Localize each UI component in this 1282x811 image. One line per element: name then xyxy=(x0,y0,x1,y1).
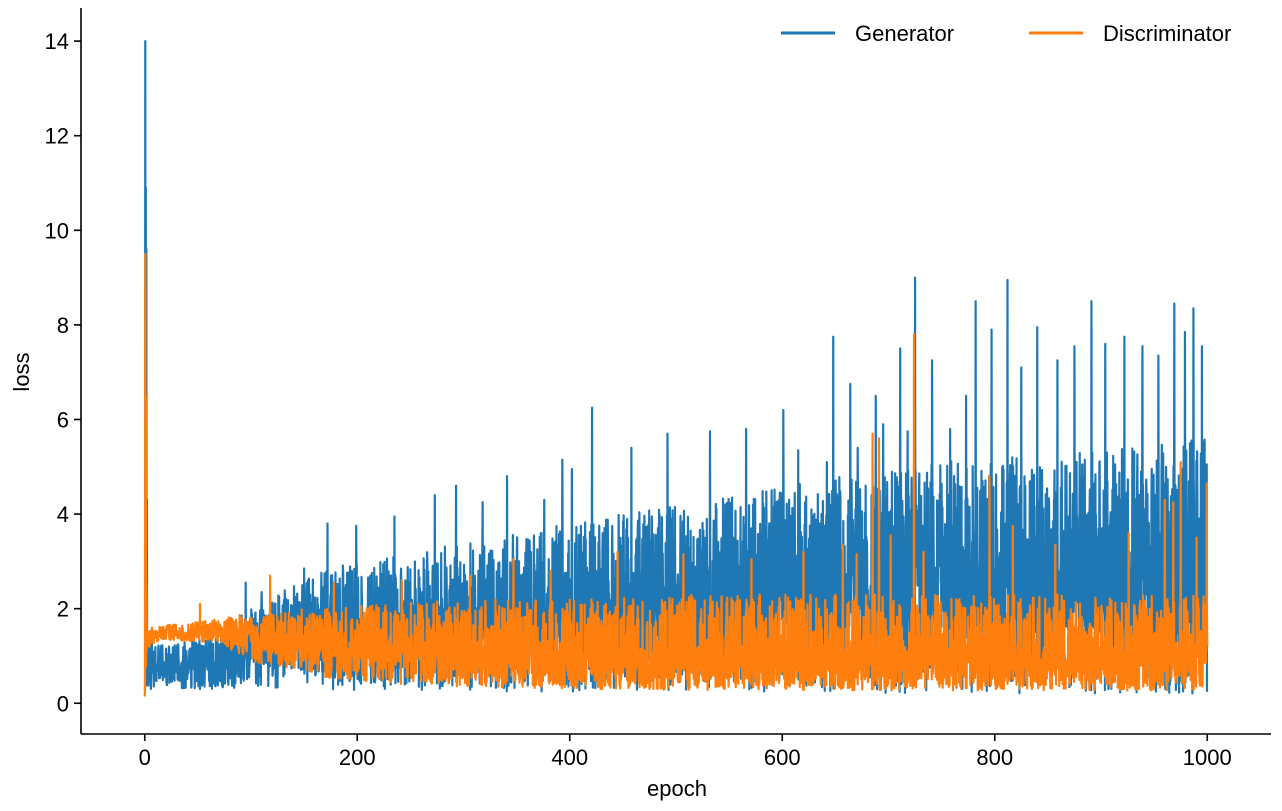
series-layer xyxy=(143,40,1209,697)
series-line-discriminator xyxy=(143,252,1209,697)
y-tick-label: 2 xyxy=(57,597,69,622)
x-tick-label: 800 xyxy=(976,745,1013,770)
x-tick-label: 600 xyxy=(764,745,801,770)
y-tick-label: 14 xyxy=(45,29,69,54)
x-ticks: 0 200 400 600 800 1000 xyxy=(139,734,1232,770)
legend-label-discriminator: Discriminator xyxy=(1103,21,1231,46)
y-ticks: 0 2 4 6 8 10 12 14 xyxy=(45,29,81,716)
x-tick-label: 0 xyxy=(139,745,151,770)
y-tick-label: 0 xyxy=(57,691,69,716)
y-tick-label: 8 xyxy=(57,313,69,338)
y-tick-label: 4 xyxy=(57,502,69,527)
y-axis-label: loss xyxy=(9,352,34,391)
legend-label-generator: Generator xyxy=(855,21,954,46)
x-tick-label: 400 xyxy=(551,745,588,770)
y-tick-label: 12 xyxy=(45,124,69,149)
x-tick-label: 200 xyxy=(339,745,376,770)
x-tick-label: 1000 xyxy=(1183,745,1232,770)
y-tick-label: 6 xyxy=(57,407,69,432)
x-axis-label: epoch xyxy=(647,776,707,801)
y-tick-label: 10 xyxy=(45,218,69,243)
legend: Generator Discriminator xyxy=(781,21,1231,46)
